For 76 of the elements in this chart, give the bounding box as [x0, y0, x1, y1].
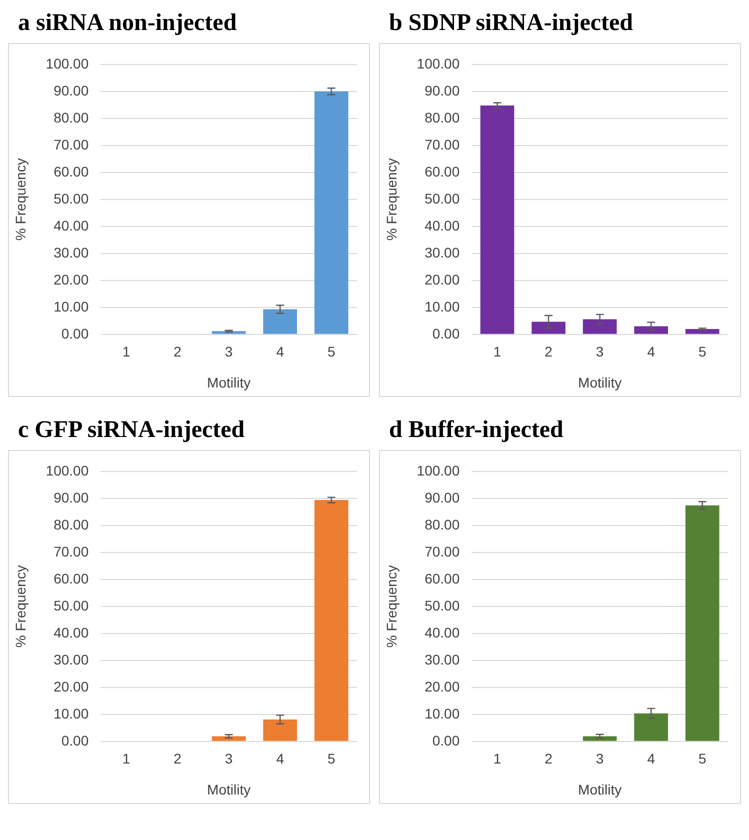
- x-tick-label: 1: [122, 344, 130, 360]
- y-tick-label: 80.00: [424, 516, 460, 532]
- y-tick-label: 100.00: [416, 462, 460, 478]
- y-tick-label: 0.00: [61, 325, 89, 342]
- y-tick-label: 30.00: [424, 244, 460, 260]
- y-tick-label: 0.00: [432, 325, 460, 342]
- y-tick-label: 90.00: [54, 489, 89, 506]
- x-tick-label: 4: [276, 750, 284, 767]
- x-tick-label: 3: [224, 750, 233, 767]
- chart-title: b SDNP siRNA-injected: [389, 10, 634, 37]
- y-tick-label: 20.00: [54, 271, 89, 288]
- y-tick-label: 70.00: [424, 543, 460, 560]
- y-tick-label: 30.00: [54, 244, 89, 260]
- x-tick-label: 5: [327, 750, 336, 767]
- y-tick-label: 70.00: [54, 136, 89, 152]
- y-tick-label: 80.00: [54, 516, 89, 532]
- x-tick-label: 5: [698, 344, 706, 360]
- y-axis-title: % Frequency: [383, 158, 400, 241]
- y-tick-label: 20.00: [424, 271, 460, 288]
- y-tick-label: 90.00: [54, 82, 89, 98]
- y-tick-label: 100.00: [46, 55, 89, 72]
- y-tick-label: 60.00: [424, 163, 460, 180]
- y-tick-label: 50.00: [54, 597, 89, 614]
- y-tick-label: 60.00: [424, 570, 460, 586]
- y-tick-label: 10.00: [424, 298, 460, 314]
- y-tick-label: 100.00: [46, 462, 89, 478]
- chart-title: a siRNA non-injected: [18, 10, 238, 37]
- y-tick-label: 30.00: [54, 651, 89, 668]
- x-tick-label: 2: [544, 750, 553, 767]
- y-tick-label: 30.00: [424, 651, 460, 668]
- x-tick-label: 2: [174, 344, 182, 360]
- x-tick-label: 5: [327, 344, 336, 360]
- y-tick-label: 40.00: [54, 217, 89, 234]
- x-axis-title: Motility: [578, 781, 622, 798]
- x-axis-title: Motility: [207, 374, 251, 390]
- x-tick-label: 1: [493, 750, 502, 767]
- y-tick-label: 10.00: [54, 298, 89, 314]
- y-tick-label: 70.00: [54, 543, 89, 560]
- x-tick-label: 5: [698, 750, 706, 767]
- y-tick-label: 0.00: [61, 732, 89, 748]
- y-tick-label: 80.00: [424, 109, 460, 126]
- y-axis-title: % Frequency: [12, 158, 28, 241]
- y-tick-label: 50.00: [54, 190, 89, 206]
- y-tick-label: 40.00: [424, 624, 460, 640]
- y-tick-label: 40.00: [54, 624, 89, 640]
- x-axis-title: Motility: [578, 374, 622, 390]
- x-tick-label: 3: [224, 344, 233, 360]
- x-tick-label: 4: [647, 344, 656, 360]
- y-axis-title: % Frequency: [383, 565, 400, 648]
- y-tick-label: 90.00: [424, 489, 460, 506]
- y-tick-label: 60.00: [54, 163, 89, 180]
- x-tick-label: 1: [122, 750, 130, 767]
- y-tick-label: 90.00: [424, 82, 460, 98]
- y-tick-label: 80.00: [54, 109, 89, 126]
- y-tick-label: 40.00: [424, 217, 460, 234]
- y-tick-label: 70.00: [424, 136, 460, 152]
- y-tick-label: 20.00: [424, 678, 460, 694]
- y-tick-label: 10.00: [54, 705, 89, 722]
- y-tick-label: 20.00: [54, 678, 89, 694]
- x-tick-label: 2: [544, 344, 553, 360]
- y-axis-title: % Frequency: [12, 565, 28, 648]
- x-tick-label: 3: [596, 750, 604, 767]
- y-tick-label: 50.00: [424, 597, 460, 614]
- x-tick-label: 3: [596, 344, 604, 360]
- chart-title: d Buffer-injected: [389, 417, 564, 444]
- y-tick-label: 0.00: [432, 732, 460, 748]
- x-tick-label: 4: [647, 750, 656, 767]
- x-axis-title: Motility: [207, 781, 251, 798]
- y-tick-label: 60.00: [54, 570, 89, 586]
- y-tick-label: 50.00: [424, 190, 460, 206]
- x-tick-label: 2: [174, 750, 182, 767]
- y-tick-label: 10.00: [424, 705, 460, 722]
- chart-title: c GFP siRNA-injected: [18, 417, 246, 444]
- y-tick-label: 100.00: [416, 55, 460, 72]
- x-tick-label: 1: [493, 344, 502, 360]
- x-tick-label: 4: [276, 344, 284, 360]
